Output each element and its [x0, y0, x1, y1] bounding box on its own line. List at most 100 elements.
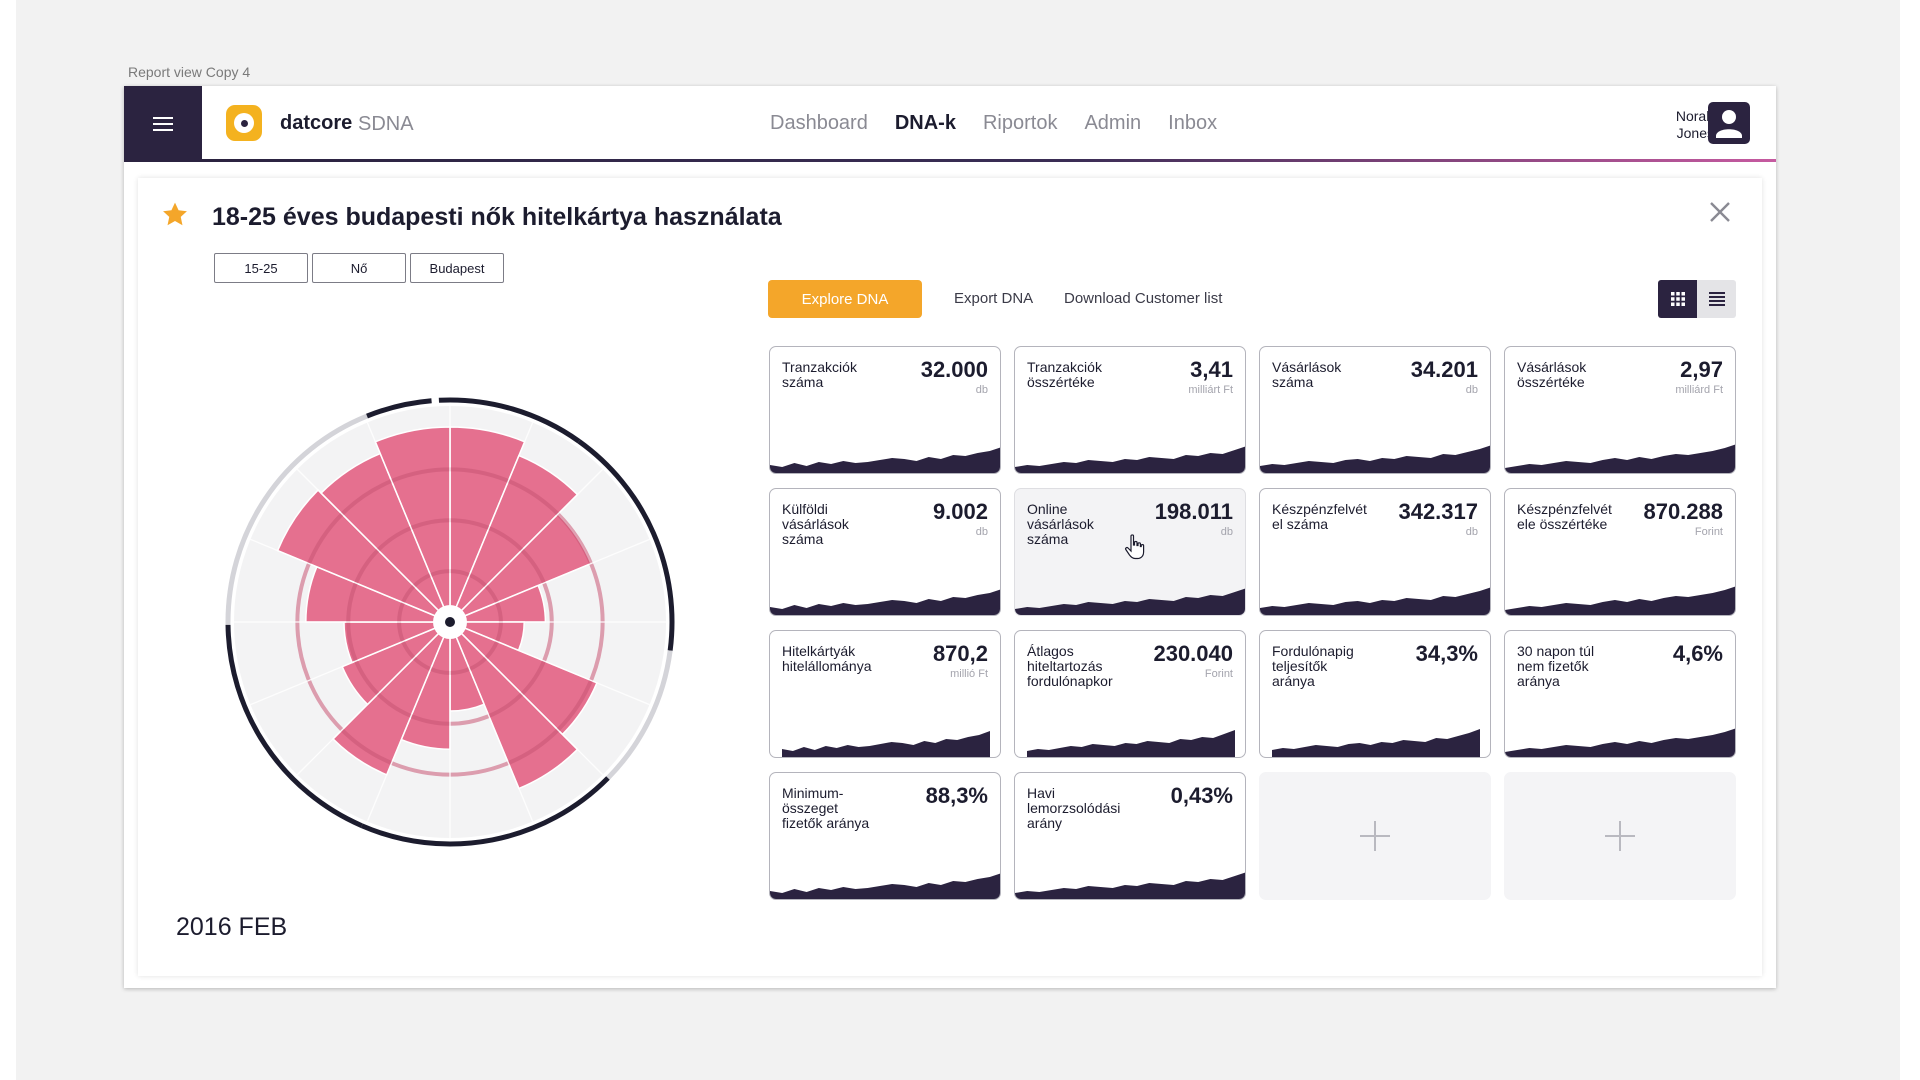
kpi-card-value: 230.040	[1153, 641, 1233, 666]
list-icon	[1708, 292, 1725, 306]
kpi-card-grid: Tranzakciók száma 32.000 db Tranzakciók öss…	[769, 346, 1736, 900]
kpi-card-value: 4,6%	[1672, 641, 1723, 666]
nav-dashboard[interactable]: Dashboard	[770, 112, 868, 134]
chart-spoke	[449, 621, 534, 822]
chart-rim-arc	[577, 439, 675, 651]
report-title: 18-25 éves budapesti nők hitelkártya has…	[212, 203, 782, 231]
chart-rim-arc	[606, 650, 673, 780]
plus-icon	[1605, 821, 1635, 851]
datcore-logo-icon[interactable]	[226, 105, 262, 141]
kpi-card[interactable]: Vásárlások száma 34.201 db	[1259, 346, 1491, 474]
tag-age[interactable]: 15-25	[214, 253, 308, 283]
artboard-label: Report view Copy 4	[128, 64, 251, 80]
hand-cursor-icon	[1125, 534, 1145, 560]
grid-icon	[1670, 292, 1685, 306]
kpi-card-label: Online vásárlások száma	[1027, 501, 1094, 547]
user-first-name: Norah	[1675, 108, 1714, 124]
view-toggle	[1658, 280, 1736, 318]
kpi-card-value: 870,2	[932, 641, 988, 666]
chart-center-dot	[445, 617, 455, 627]
kpi-card-label: Tranzakciók száma	[782, 359, 857, 390]
chart-spoke	[449, 621, 604, 776]
star-icon[interactable]	[162, 202, 188, 227]
export-dna-button[interactable]: Export DNA	[954, 290, 1034, 307]
kpi-sparkline	[1015, 446, 1245, 473]
kpi-card[interactable]: Minimum-összeget fizetők aránya 88,3%	[769, 772, 1001, 900]
nav-admin[interactable]: Admin	[1084, 112, 1142, 134]
chart-spoke	[296, 621, 451, 776]
kpi-card[interactable]: Külföldi vásárlások száma 9.002 db	[769, 488, 1001, 616]
close-icon[interactable]	[1708, 200, 1732, 224]
kpi-card-value: 198.011	[1154, 499, 1233, 524]
kpi-card-value: 0,43%	[1170, 783, 1233, 808]
list-view-button[interactable]	[1697, 280, 1736, 318]
kpi-sparkline	[770, 589, 1000, 615]
nav-riportok[interactable]: Riportok	[982, 112, 1058, 134]
plus-icon	[1360, 821, 1390, 851]
kpi-card-value: 34.201	[1410, 357, 1478, 382]
tag-gender[interactable]: Nő	[312, 253, 406, 283]
kpi-sparkline	[1015, 588, 1245, 615]
chart-rim-arc	[225, 624, 363, 829]
nav-inbox[interactable]: Inbox	[1168, 112, 1218, 134]
kpi-sparkline	[1505, 444, 1735, 473]
product-name: SDNA	[358, 113, 414, 135]
download-customer-list-button[interactable]: Download Customer list	[1064, 290, 1223, 307]
tag-city[interactable]: Budapest	[410, 253, 504, 283]
kpi-card-unit: millió Ft	[950, 668, 988, 680]
kpi-card-unit: db	[1465, 526, 1478, 538]
kpi-sparkline	[1015, 872, 1245, 899]
chart-spoke	[250, 538, 451, 623]
kpi-card[interactable]: Vásárlások összértéke 2,97 milliárd Ft	[1504, 346, 1736, 474]
kpi-sparkline	[1260, 445, 1490, 473]
kpi-card[interactable]: Készpénzfelvét ele összértéke 870.288 Fori…	[1504, 488, 1736, 616]
kpi-sparkline	[1505, 586, 1735, 615]
report-panel: 18-25 éves budapesti nők hitelkártya has…	[138, 178, 1762, 976]
kpi-card-label: Tranzakciók összértéke	[1027, 359, 1102, 390]
kpi-card[interactable]: Hitelkártyák hitelállománya 870,2 millió F…	[769, 630, 1001, 758]
kpi-sparkline	[1260, 587, 1490, 615]
user-avatar-icon[interactable]	[1708, 102, 1750, 144]
chart-spoke	[449, 422, 534, 623]
kpi-card[interactable]: Fordulónapig teljesítők aránya 34,3%	[1259, 630, 1491, 758]
chart-spoke	[449, 468, 604, 623]
chart-spoke	[250, 621, 451, 706]
canvas-edge-right	[1900, 0, 1920, 1080]
add-kpi-card-button[interactable]	[1259, 772, 1491, 900]
kpi-card-value: 34,3%	[1415, 641, 1478, 666]
kpi-card-value: 342.317	[1398, 499, 1478, 524]
user-name[interactable]: Norah Jones	[1644, 108, 1714, 142]
kpi-card[interactable]: Átlagos hiteltartozás fordulónapkor 230.0…	[1014, 630, 1246, 758]
kpi-card[interactable]: 30 napon túl nem fizetők aránya 4,6%	[1504, 630, 1736, 758]
add-kpi-card-button[interactable]	[1504, 772, 1736, 900]
explore-dna-button[interactable]: Explore DNA	[768, 280, 922, 318]
chart-spoke	[366, 422, 451, 623]
kpi-sparkline	[770, 447, 1000, 473]
dna-polar-chart[interactable]	[174, 346, 726, 898]
grid-view-button[interactable]	[1658, 280, 1697, 318]
brand-name: datcore	[280, 112, 353, 134]
canvas-edge-left	[0, 0, 16, 1080]
kpi-card-label: Minimum-összeget fizetők aránya	[782, 785, 870, 831]
hamburger-menu-button[interactable]	[124, 86, 202, 162]
kpi-card-label: Hitelkártyák hitelállománya	[782, 643, 872, 674]
nav-dna-k[interactable]: DNA-k	[894, 112, 956, 134]
user-last-name: Jones	[1676, 125, 1714, 141]
kpi-card-label: Vásárlások száma	[1272, 359, 1342, 390]
kpi-card-unit: db	[1220, 526, 1233, 538]
kpi-card-label: Készpénzfelvét ele összértéke	[1517, 501, 1612, 532]
kpi-card-label: Készpénzfelvét el száma	[1272, 501, 1367, 532]
kpi-card-unit: db	[975, 526, 988, 538]
app-window: datcore SDNA Dashboard DNA-k Riportok Ad…	[124, 86, 1776, 988]
kpi-card[interactable]: Tranzakciók száma 32.000 db	[769, 346, 1001, 474]
kpi-card-value: 88,3%	[925, 783, 988, 808]
kpi-card-value: 9.002	[932, 499, 988, 524]
report-date: 2016 FEB	[176, 913, 288, 941]
kpi-sparkline	[1272, 729, 1480, 757]
kpi-card[interactable]: Készpénzfelvét el száma 342.317 db	[1259, 488, 1491, 616]
kpi-card[interactable]: Tranzakciók összértéke 3,41 milliárt Ft	[1014, 346, 1246, 474]
filter-tags: 15-25 Nő Budapest	[214, 253, 504, 283]
kpi-card[interactable]: Havi lemorzsolódási arány 0,43%	[1014, 772, 1246, 900]
header-gradient-bar	[202, 159, 1776, 162]
kpi-card-label: Havi lemorzsolódási arány	[1027, 785, 1121, 831]
